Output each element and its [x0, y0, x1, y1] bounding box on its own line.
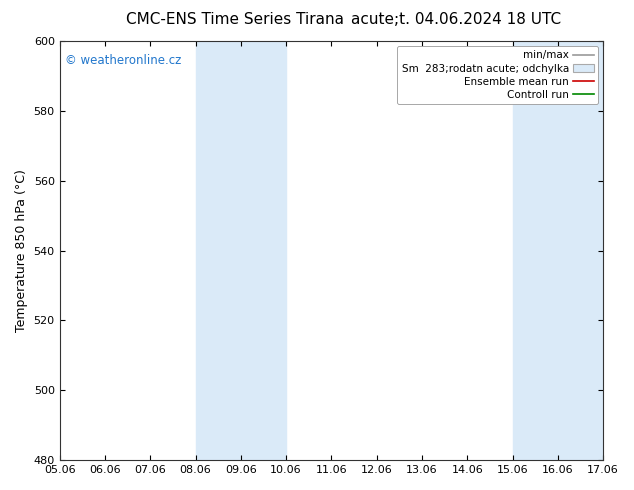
- Bar: [195, 41, 286, 460]
- Bar: [512, 41, 603, 460]
- Y-axis label: Temperature 850 hPa (°C): Temperature 850 hPa (°C): [15, 169, 28, 332]
- Text: acute;t. 04.06.2024 18 UTC: acute;t. 04.06.2024 18 UTC: [351, 12, 562, 27]
- Text: © weatheronline.cz: © weatheronline.cz: [65, 53, 181, 67]
- Text: CMC-ENS Time Series Tirana: CMC-ENS Time Series Tirana: [126, 12, 344, 27]
- Legend: min/max, Sm  283;rodatn acute; odchylka, Ensemble mean run, Controll run: min/max, Sm 283;rodatn acute; odchylka, …: [398, 46, 598, 104]
